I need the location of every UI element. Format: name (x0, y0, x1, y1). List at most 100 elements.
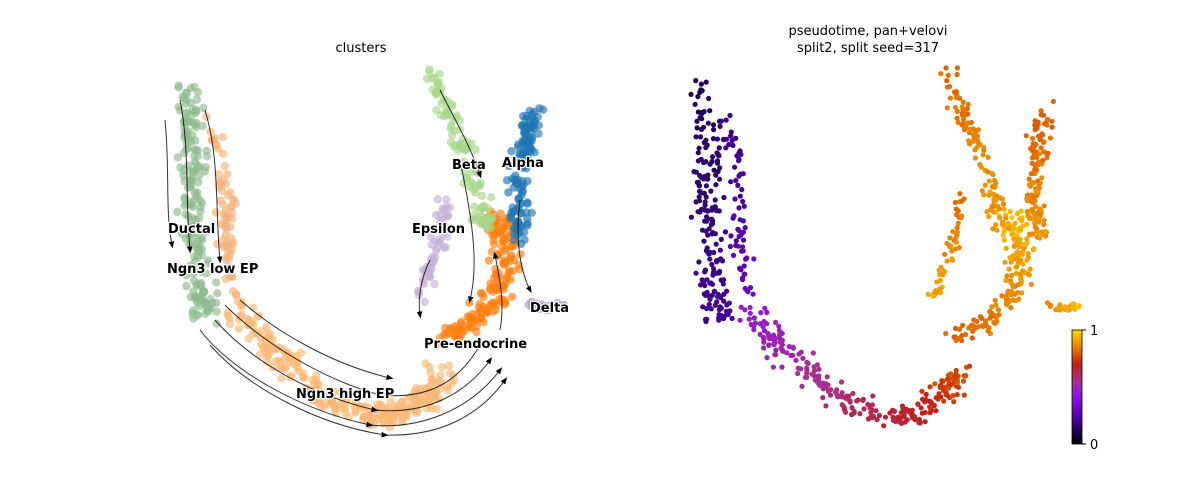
pseudotime-point (696, 145, 702, 151)
cell-point (484, 256, 494, 265)
cell-point (421, 359, 430, 368)
cell-point (431, 246, 441, 255)
cell-point (496, 273, 505, 283)
pseudotime-point (997, 215, 1003, 221)
pseudotime-point (706, 95, 712, 102)
pseudotime-point (1006, 226, 1012, 232)
pseudotime-point (707, 256, 713, 262)
pseudotime-point (747, 304, 753, 311)
cell-point (212, 298, 221, 308)
pseudotime-point (693, 134, 699, 140)
cell-point (212, 319, 221, 328)
pseudotime-point (1003, 215, 1009, 221)
pseudotime-point (959, 198, 965, 204)
pseudotime-point (716, 176, 723, 182)
colorbar: 1 0 (1071, 324, 1098, 453)
pseudotime-point (1007, 278, 1014, 284)
pseudotime-point (881, 423, 887, 429)
pseudotime-point (849, 411, 855, 418)
pseudotime-point (846, 393, 852, 399)
pseudotime-point (799, 383, 805, 389)
pseudotime-point (1042, 228, 1049, 235)
pseudotime-point (709, 261, 715, 268)
pseudotime-point (811, 364, 817, 370)
pseudotime-point (724, 302, 730, 308)
cell-point (262, 349, 272, 358)
clusters-title: clusters (336, 41, 387, 56)
streamline (209, 344, 508, 438)
cell-point (528, 113, 537, 122)
cell-point (516, 250, 525, 259)
pseudotime-point (764, 309, 770, 316)
pseudotime-point (694, 118, 700, 124)
pseudotime-point (966, 363, 973, 369)
pseudotime-point (870, 393, 876, 399)
pseudotime-point (992, 320, 998, 326)
pseudotime-point (1038, 108, 1044, 114)
pseudotime-point (961, 392, 967, 398)
pseudotime-point (718, 295, 724, 301)
pseudotime-point (706, 301, 712, 307)
cell-point (173, 207, 182, 216)
pseudotime-point (1026, 176, 1032, 182)
cell-point (463, 312, 472, 322)
cell-point (507, 147, 516, 156)
pseudotime-point (729, 315, 735, 321)
cell-point (462, 174, 471, 183)
pseudotime-point (815, 380, 821, 386)
pseudotime-point (951, 237, 957, 244)
pseudotime-point (971, 138, 977, 144)
cluster-label: Ductal (168, 222, 215, 237)
pseudotime-point (698, 134, 704, 140)
pseudotime-point (966, 138, 972, 144)
cell-point (477, 219, 487, 229)
pseudotime-point (741, 263, 747, 269)
cell-point (522, 164, 531, 173)
pseudotime-point (735, 182, 741, 188)
pseudotime-point (951, 399, 957, 405)
cell-point (442, 226, 451, 235)
pseudotime-point (1004, 273, 1010, 279)
pseudotime-point (1014, 232, 1020, 238)
cell-point (523, 219, 532, 228)
pseudotime-point (871, 413, 877, 419)
pseudotime-point (758, 310, 764, 316)
pseudotime-point (838, 379, 845, 385)
pseudotime-point (1034, 125, 1040, 131)
pseudotime-point (702, 267, 709, 273)
cell-point (491, 229, 501, 238)
cell-point (435, 235, 445, 245)
pseudotime-point (708, 188, 714, 194)
cell-point (519, 228, 529, 237)
pseudotime-point (986, 214, 992, 220)
pseudotime-point (713, 259, 720, 265)
pseudotime-point (943, 330, 949, 337)
pseudotime-point (770, 364, 777, 370)
pseudotime-point (993, 314, 999, 321)
cell-point (317, 401, 326, 411)
cell-point (195, 294, 204, 303)
pseudotime-point (1028, 281, 1034, 287)
pseudotime-point (986, 178, 992, 184)
pseudotime-point (1000, 201, 1007, 207)
pseudotime-point (990, 226, 996, 232)
pseudotime-point (955, 220, 961, 226)
cell-point (180, 94, 189, 103)
pseudotime-point (928, 400, 935, 406)
pseudotime-point (1021, 241, 1027, 247)
pseudotime-point (1020, 268, 1026, 274)
pseudotime-point (948, 382, 954, 388)
pseudotime-point (954, 225, 960, 231)
pseudotime-point (1001, 237, 1008, 243)
pseudotime-point (981, 144, 987, 150)
pseudotime-point (709, 281, 716, 287)
pseudotime-point (952, 104, 959, 111)
pseudotime-point (728, 179, 734, 185)
cell-point (519, 156, 529, 166)
pseudotime-point (1049, 124, 1055, 130)
cluster-label: Epsilon (412, 222, 465, 237)
pseudotime-point (927, 384, 933, 390)
pseudotime-point (739, 244, 746, 250)
cell-point (176, 225, 185, 235)
cell-point (201, 163, 210, 172)
